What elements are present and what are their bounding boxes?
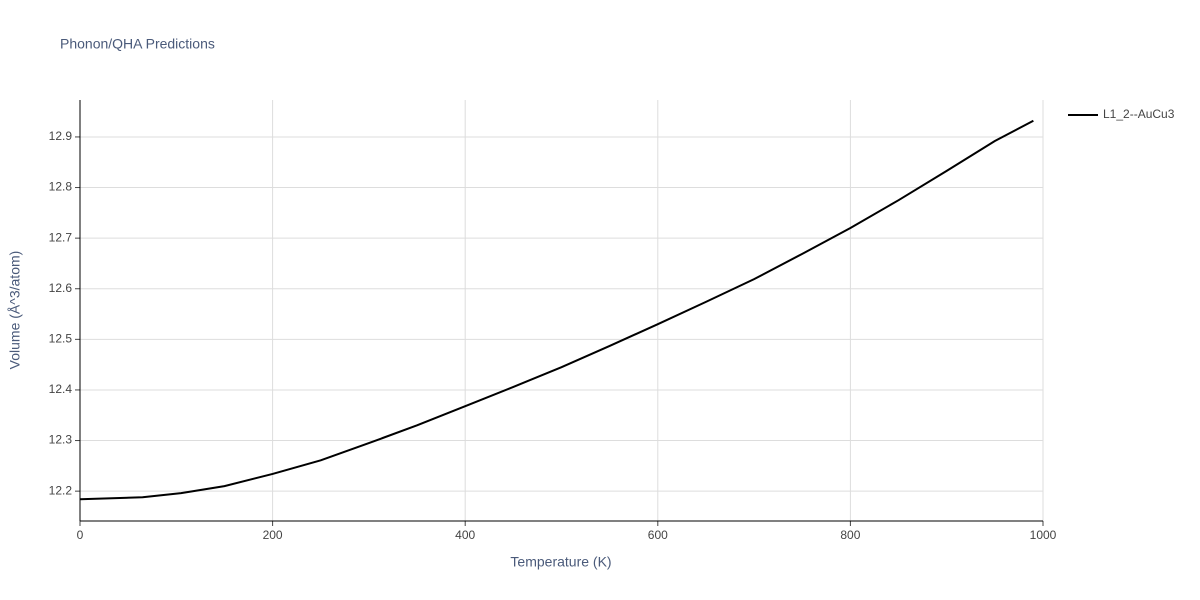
x-tick-label: 800 [840,528,860,542]
x-tick-label: 400 [455,528,475,542]
y-tick-label: 12.9 [49,129,73,143]
x-tick-label: 1000 [1030,528,1057,542]
x-axis-label: Temperature (K) [510,554,611,570]
y-tick-label: 12.7 [49,230,73,244]
y-tick-label: 12.4 [49,382,73,396]
y-tick-label: 12.8 [49,180,73,194]
legend-label: L1_2--AuCu3 [1103,107,1175,121]
y-tick-label: 12.2 [49,483,73,497]
y-axis-label: Volume (Å^3/atom) [7,251,23,370]
x-tick-label: 600 [648,528,668,542]
chart-title: Phonon/QHA Predictions [60,36,215,52]
line [79,119,1034,501]
y-tick-label: 12.6 [49,281,73,295]
y-tick-label: 12.5 [49,332,73,346]
y-tick-label: 12.3 [49,433,73,447]
x-tick-label: 200 [263,528,283,542]
x-tick-label: 0 [77,528,84,542]
